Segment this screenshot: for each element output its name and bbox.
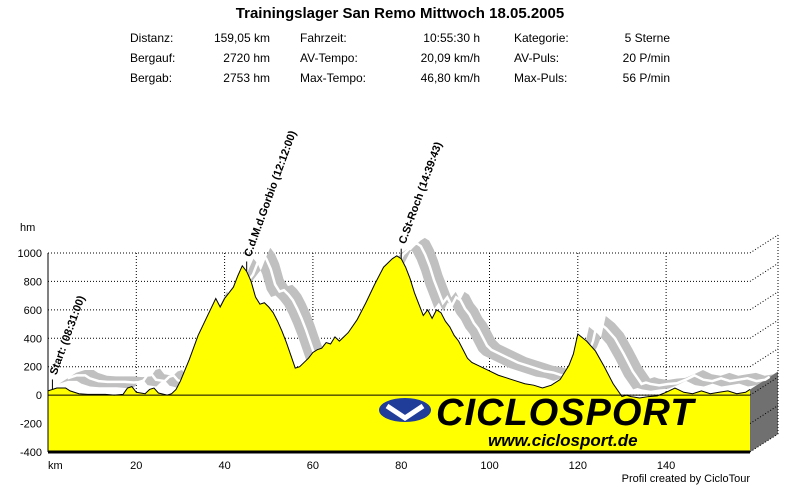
annotation-label: Start: (08:31:00)	[48, 294, 88, 377]
y-tick-label: 1000	[18, 248, 42, 260]
stat-label-bergab: Bergab:	[130, 71, 173, 85]
annotation-label: C.St-Roch (14:39:43)	[397, 140, 445, 246]
x-tick-label: 80	[395, 460, 407, 472]
stat-label-kategorie: Kategorie:	[514, 31, 569, 45]
x-tick-label: 100	[480, 460, 498, 472]
x-tick-label: 60	[307, 460, 319, 472]
x-tick-label: 140	[657, 460, 675, 472]
profile-fill	[48, 255, 750, 452]
profile-line	[47, 255, 751, 399]
profile-area	[47, 255, 751, 452]
chart-floor-side	[750, 371, 778, 452]
stat-value-bergauf: 2720 hm	[223, 51, 270, 65]
grid-line-depth	[749, 348, 779, 368]
y-tick-label: -200	[20, 419, 42, 431]
watermark-brand: CICLOSPORT	[436, 392, 696, 434]
y-tick-label: -400	[20, 447, 42, 459]
stat-value-bergab: 2753 hm	[223, 71, 270, 85]
ciclosport-logo-icon	[379, 398, 431, 422]
y-tick-label: 0	[36, 390, 42, 402]
shadow-band	[59, 237, 778, 391]
chart-ticks: 1000 800 600 400 200 0 -200 -400 20 40 60 80 100 120 1…	[18, 248, 676, 472]
y-tick-label: 200	[24, 362, 42, 374]
y-tick-label: 600	[24, 305, 42, 317]
stat-label-distanz: Distanz:	[130, 31, 174, 45]
stat-value-max-puls: 56 P/min	[622, 71, 670, 85]
credit-text: Profil created by CicloTour	[621, 473, 750, 485]
chart-title: Trainingslager San Remo Mittwoch 18.05.2…	[235, 5, 565, 22]
stat-value-max-tempo: 46,80 km/h	[420, 71, 480, 85]
stat-label-max-tempo: Max-Tempo:	[300, 71, 367, 85]
grid-line-depth	[749, 319, 779, 339]
ciclosport-watermark: CICLOSPORT www.ciclosport.de	[379, 392, 696, 450]
x-tick-label: 120	[569, 460, 587, 472]
y-tick-label: 800	[24, 276, 42, 288]
y-axis-label: hm	[20, 222, 35, 234]
chart-floor	[750, 371, 778, 452]
stat-label-av-puls: AV-Puls:	[514, 51, 560, 65]
grid-line-depth	[749, 405, 779, 424]
grid-line-depth	[749, 433, 779, 453]
stat-label-fahrzeit: Fahrzeit:	[300, 31, 347, 45]
grid-line-depth	[749, 263, 779, 282]
stat-label-av-tempo: AV-Tempo:	[300, 51, 358, 65]
grid-line-depth	[749, 291, 779, 311]
x-tick-label: 20	[130, 460, 142, 472]
stat-label-max-puls: Max-Puls:	[514, 71, 568, 85]
stat-value-distanz: 159,05 km	[213, 31, 270, 45]
stat-value-av-puls: 20 P/min	[622, 51, 670, 65]
grid-line-depth	[749, 234, 779, 254]
x-axis-label: km	[48, 460, 63, 472]
watermark-url: www.ciclosport.de	[488, 431, 638, 450]
grid-line-depth	[749, 376, 779, 396]
stat-value-kategorie: 5 Sterne	[624, 31, 670, 45]
annotation-label: C.d.M.d.Gorbio (12:12:00)	[242, 129, 299, 259]
x-tick-label: 40	[218, 460, 230, 472]
stat-value-av-tempo: 20,09 km/h	[420, 51, 480, 65]
y-tick-label: 400	[24, 333, 42, 345]
stat-value-fahrzeit: 10:55:30 h	[423, 31, 480, 45]
chart-axes	[47, 253, 750, 454]
stat-label-bergauf: Bergauf:	[130, 51, 176, 65]
